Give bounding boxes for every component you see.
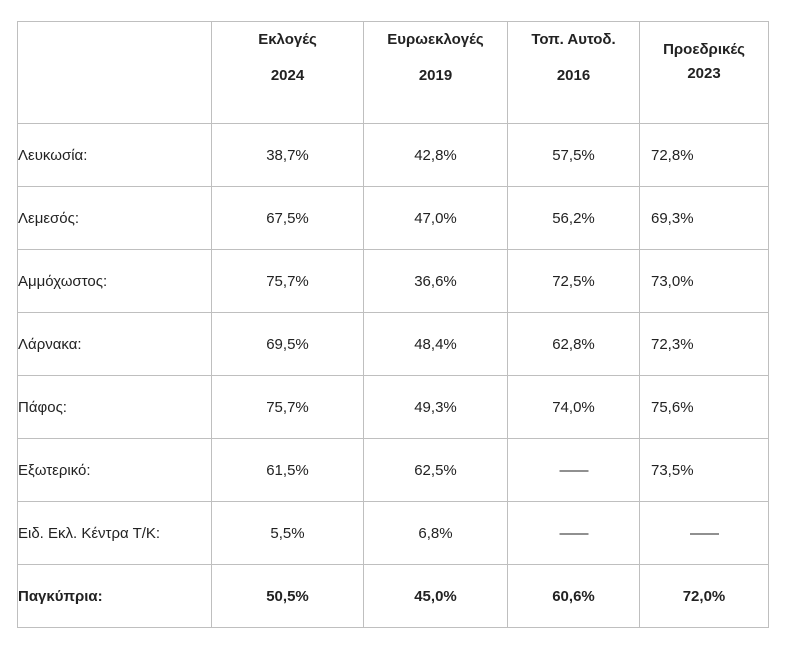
cell-value: 72,5%	[507, 249, 640, 313]
cell-value: 61,5%	[211, 438, 364, 502]
cell-value: 49,3%	[363, 375, 508, 439]
total-label: Παγκύπρια:	[17, 564, 212, 628]
header-presidential-2023: Προεδρικές 2023	[639, 21, 769, 124]
row-label: Λευκωσία:	[17, 123, 212, 187]
header-elections-2024: Εκλογές 2024	[211, 21, 364, 124]
row-label: Λάρνακα:	[17, 312, 212, 376]
cell-value: 42,8%	[363, 123, 508, 187]
cell-value: 6,8%	[363, 501, 508, 565]
table-row: Λεμεσός: 67,5% 47,0% 56,2% 69,3%	[17, 186, 769, 250]
row-label: Λεμεσός:	[17, 186, 212, 250]
cell-value: 74,0%	[507, 375, 640, 439]
header-local-2016: Τοπ. Αυτοδ. 2016	[507, 21, 640, 124]
header-line1: Προεδρικές	[663, 41, 745, 58]
table-row: Εξωτερικό: 61,5% 62,5% —— 73,5%	[17, 438, 769, 502]
turnout-table: Εκλογές 2024 Ευρωεκλογές 2019 Τοπ. Αυτοδ…	[17, 21, 769, 628]
cell-value: 72,3%	[639, 312, 769, 376]
cell-value: 75,7%	[211, 375, 364, 439]
table-row: Λάρνακα: 69,5% 48,4% 62,8% 72,3%	[17, 312, 769, 376]
header-euroelections-2019: Ευρωεκλογές 2019	[363, 21, 508, 124]
cell-value: 72,8%	[639, 123, 769, 187]
cell-value-dash: ——	[507, 501, 640, 565]
total-value: 72,0%	[639, 564, 769, 628]
header-line2: 2019	[418, 67, 453, 84]
table-row: Πάφος: 75,7% 49,3% 74,0% 75,6%	[17, 375, 769, 439]
header-empty-cell	[17, 21, 212, 124]
total-value: 50,5%	[211, 564, 364, 628]
cell-value: 5,5%	[211, 501, 364, 565]
cell-value: 57,5%	[507, 123, 640, 187]
cell-value: 47,0%	[363, 186, 508, 250]
cell-value: 69,5%	[211, 312, 364, 376]
header-line1: Τοπ. Αυτοδ.	[531, 31, 616, 48]
cell-value: 67,5%	[211, 186, 364, 250]
table-row: Αμμόχωστος: 75,7% 36,6% 72,5% 73,0%	[17, 249, 769, 313]
cell-value: 38,7%	[211, 123, 364, 187]
header-line2: 2024	[270, 67, 305, 84]
cell-value: 62,5%	[363, 438, 508, 502]
cell-value-dash: ——	[639, 501, 769, 565]
cell-value: 73,5%	[639, 438, 769, 502]
cell-value: 36,6%	[363, 249, 508, 313]
table-row: Λευκωσία: 38,7% 42,8% 57,5% 72,8%	[17, 123, 769, 187]
header-line1: Ευρωεκλογές	[387, 31, 484, 48]
row-label: Πάφος:	[17, 375, 212, 439]
cell-value: 56,2%	[507, 186, 640, 250]
cell-value: 48,4%	[363, 312, 508, 376]
cell-value-dash: ——	[507, 438, 640, 502]
header-row: Εκλογές 2024 Ευρωεκλογές 2019 Τοπ. Αυτοδ…	[17, 21, 769, 124]
total-row: Παγκύπρια: 50,5% 45,0% 60,6% 72,0%	[17, 564, 769, 628]
cell-value: 69,3%	[639, 186, 769, 250]
row-label: Αμμόχωστος:	[17, 249, 212, 313]
cell-value: 73,0%	[639, 249, 769, 313]
row-label: Εξωτερικό:	[17, 438, 212, 502]
header-line1: Εκλογές	[258, 31, 317, 48]
total-value: 45,0%	[363, 564, 508, 628]
total-value: 60,6%	[507, 564, 640, 628]
row-label: Ειδ. Εκλ. Κέντρα Τ/Κ:	[17, 501, 212, 565]
cell-value: 62,8%	[507, 312, 640, 376]
cell-value: 75,7%	[211, 249, 364, 313]
table-row: Ειδ. Εκλ. Κέντρα Τ/Κ: 5,5% 6,8% —— ——	[17, 501, 769, 565]
header-line2: 2016	[556, 67, 591, 84]
header-line2: 2023	[687, 65, 721, 82]
cell-value: 75,6%	[639, 375, 769, 439]
